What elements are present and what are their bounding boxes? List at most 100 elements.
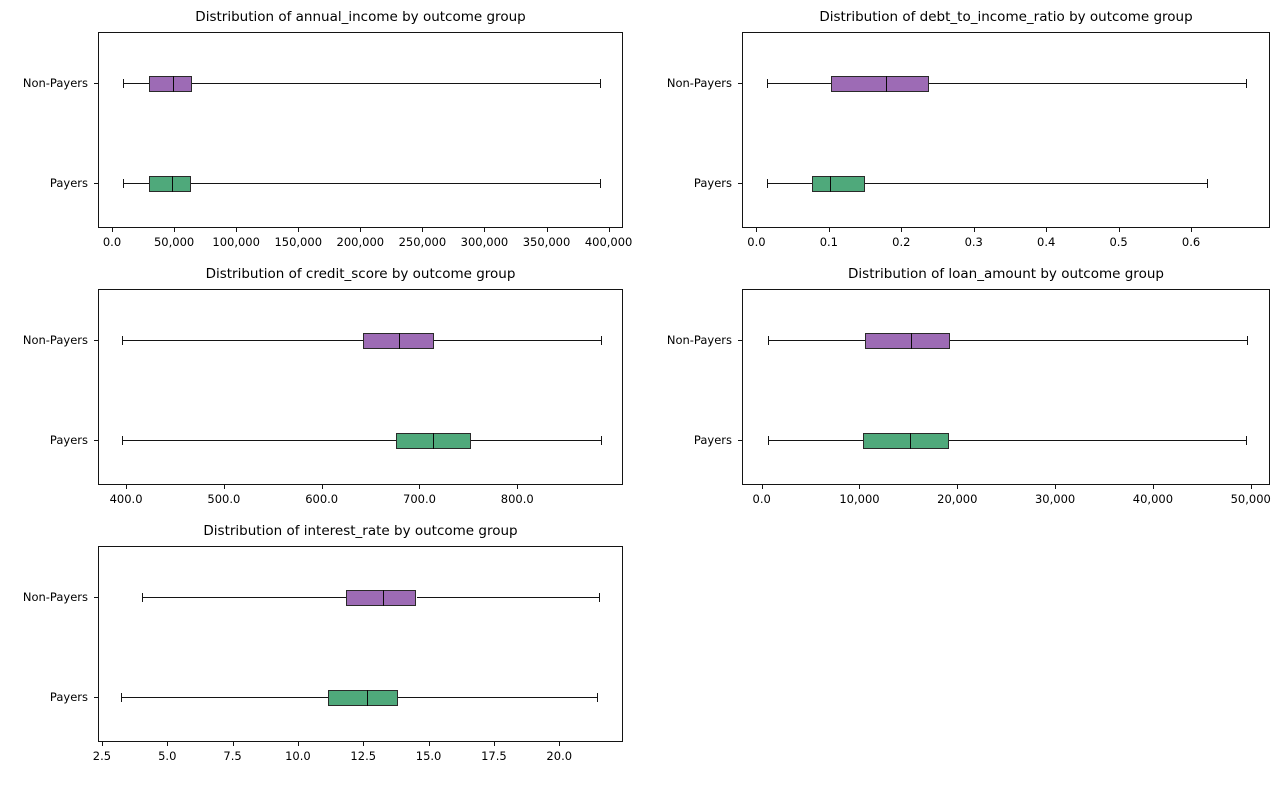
whisker-low [766, 83, 831, 85]
x-tick-mark [859, 485, 861, 489]
x-tick-label: 0.1 [819, 235, 838, 249]
y-tick-mark [94, 696, 98, 698]
box-iqr [327, 689, 399, 706]
y-tick-label: Non-Payers [22, 75, 88, 90]
whisker-cap-min [122, 79, 124, 89]
x-tick-label: 30,000 [1034, 492, 1076, 506]
whisker-cap-max [1246, 336, 1248, 346]
whisker-cap-max [596, 693, 598, 703]
x-tick-mark [756, 228, 758, 232]
x-tick-label: 500.0 [207, 492, 241, 506]
x-tick-label: 700.0 [403, 492, 436, 506]
whisker-cap-min [121, 693, 123, 703]
box-iqr [812, 175, 865, 192]
x-tick-label: 0.3 [964, 235, 983, 249]
x-tick-label: 17.5 [481, 749, 507, 763]
whisker-low [766, 183, 813, 185]
whisker-high [864, 183, 1207, 185]
box-iqr [345, 589, 417, 606]
x-tick-label: 600.0 [305, 492, 339, 506]
x-tick-mark [360, 228, 362, 232]
plot-title-credit-score: Distribution of credit_score by outcome … [205, 266, 516, 282]
y-tick-mark [94, 182, 98, 184]
axes-credit-score [98, 289, 623, 485]
axes-debt-to-income-ratio [742, 32, 1270, 228]
y-tick-mark [738, 339, 742, 341]
y-tick-label: Payers [49, 175, 88, 190]
box-iqr [865, 332, 951, 349]
x-tick-mark [1046, 228, 1048, 232]
whisker-cap-max [599, 593, 601, 603]
whisker-high [929, 83, 1247, 85]
x-tick-label: 15.0 [415, 749, 442, 763]
whisker-cap-max [600, 79, 602, 89]
x-tick-mark [973, 228, 975, 232]
axes-interest-rate [98, 546, 623, 742]
x-tick-mark [174, 228, 176, 232]
whisker-high [471, 440, 602, 442]
y-tick-mark [738, 182, 742, 184]
whisker-low [767, 340, 866, 342]
y-tick-mark [94, 339, 98, 341]
x-tick-mark [1118, 228, 1120, 232]
x-tick-mark [957, 485, 959, 489]
whisker-high [434, 340, 602, 342]
box-iqr [149, 75, 193, 92]
x-tick-mark [112, 228, 114, 232]
y-tick-mark [738, 439, 742, 441]
x-tick-label: 400,000 [584, 235, 633, 249]
box-iqr [863, 432, 949, 449]
x-tick-mark [422, 228, 424, 232]
x-tick-mark [484, 228, 486, 232]
x-tick-label: 200,000 [336, 235, 385, 249]
x-tick-mark [236, 228, 238, 232]
whisker-cap-min [767, 436, 769, 446]
box-iqr [830, 75, 930, 92]
median-line [910, 432, 912, 449]
median-line [173, 75, 175, 92]
whisker-cap-max [1206, 179, 1208, 189]
whisker-cap-max [599, 179, 601, 189]
x-tick-mark [167, 742, 169, 746]
x-tick-mark [321, 485, 323, 489]
x-tick-mark [559, 742, 561, 746]
x-tick-label: 20.0 [546, 749, 573, 763]
y-tick-label: Non-Payers [666, 75, 732, 90]
x-tick-label: 50,000 [153, 235, 195, 249]
whisker-cap-min [122, 179, 124, 189]
y-tick-mark [94, 596, 98, 598]
x-tick-mark [493, 742, 495, 746]
x-tick-mark [297, 742, 299, 746]
x-tick-mark [608, 228, 610, 232]
x-tick-mark [517, 485, 519, 489]
median-line [911, 332, 913, 349]
y-tick-label: Non-Payers [666, 332, 732, 347]
x-tick-label: 0.0 [747, 235, 766, 249]
x-tick-label: 12.5 [350, 749, 377, 763]
plot-title-debt-to-income-ratio: Distribution of debt_to_income_ratio by … [819, 9, 1193, 25]
x-tick-label: 0.2 [892, 235, 911, 249]
whisker-low [767, 440, 864, 442]
whisker-cap-min [766, 179, 768, 189]
x-tick-mark [419, 485, 421, 489]
whisker-cap-min [122, 436, 124, 446]
whisker-low [122, 440, 397, 442]
y-tick-label: Payers [49, 432, 88, 447]
whisker-low [122, 83, 150, 85]
whisker-cap-min [767, 336, 769, 346]
y-tick-label: Non-Payers [22, 589, 88, 604]
x-tick-mark [223, 485, 225, 489]
x-tick-label: 40,000 [1132, 492, 1174, 506]
x-tick-mark [828, 228, 830, 232]
whisker-low [122, 183, 150, 185]
x-tick-mark [761, 485, 763, 489]
median-line [433, 432, 435, 449]
x-tick-label: 50,000 [1230, 492, 1271, 506]
plot-title-annual-income: Distribution of annual_income by outcome… [195, 9, 526, 25]
y-tick-mark [738, 82, 742, 84]
y-tick-label: Payers [693, 432, 732, 447]
x-tick-label: 100,000 [212, 235, 260, 249]
x-tick-label: 20,000 [937, 492, 978, 506]
x-tick-mark [298, 228, 300, 232]
box-iqr [362, 332, 435, 349]
